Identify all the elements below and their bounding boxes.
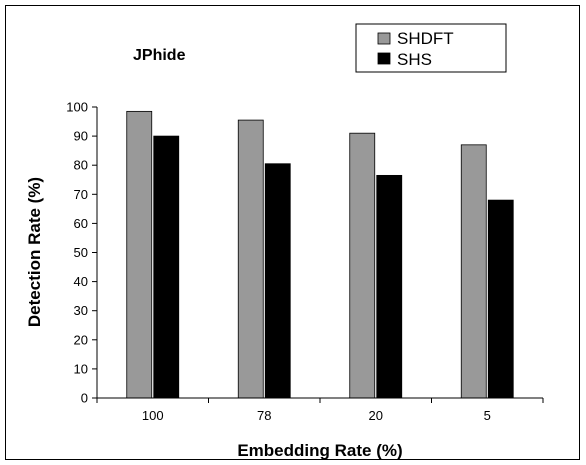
bar-shdft-78: [237, 119, 264, 399]
legend-label-shdft: SHDFT: [397, 29, 454, 48]
legend: SHDFT SHS: [355, 23, 507, 73]
x-tick-label: 100: [142, 408, 164, 423]
bar-shdft-100: [126, 110, 153, 399]
bar-shdft-5: [460, 144, 487, 399]
x-tick-label: 20: [369, 408, 383, 423]
y-tick-label: 100: [66, 100, 88, 115]
y-tick-label: 50: [74, 245, 88, 260]
y-tick-label: 0: [81, 391, 88, 406]
bar-shdft-20: [349, 132, 376, 399]
y-tick-label: 90: [74, 129, 88, 144]
y-tick-label: 20: [74, 332, 88, 347]
chart-frame: [5, 5, 580, 460]
x-axis-ticks: 100 78 20 5: [96, 398, 544, 423]
x-tick-label: 78: [257, 408, 271, 423]
y-tick-label: 70: [74, 187, 88, 202]
bar-shs-100: [153, 135, 180, 399]
y-tick-label: 30: [74, 303, 88, 318]
y-tick-label: 80: [74, 158, 88, 173]
legend-swatch-shs: [377, 52, 391, 65]
y-tick-label: 40: [74, 274, 88, 289]
bar-shs-5: [487, 199, 514, 399]
legend-label-shs: SHS: [397, 50, 432, 69]
y-axis-title: Detection Rate (%): [25, 177, 44, 327]
bar-shs-78: [264, 163, 291, 399]
x-tick-label: 5: [484, 408, 491, 423]
y-axis-ticks: 0 10 20 30 40 50 60 70 80 90 100: [66, 100, 97, 406]
y-tick-label: 10: [74, 361, 88, 376]
bar-shs-20: [376, 174, 403, 399]
bars: [126, 110, 514, 399]
x-axis-title: Embedding Rate (%): [237, 441, 402, 460]
y-tick-label: 60: [74, 216, 88, 231]
legend-swatch-shdft: [377, 32, 391, 45]
chart-title: JPhide: [133, 47, 186, 64]
